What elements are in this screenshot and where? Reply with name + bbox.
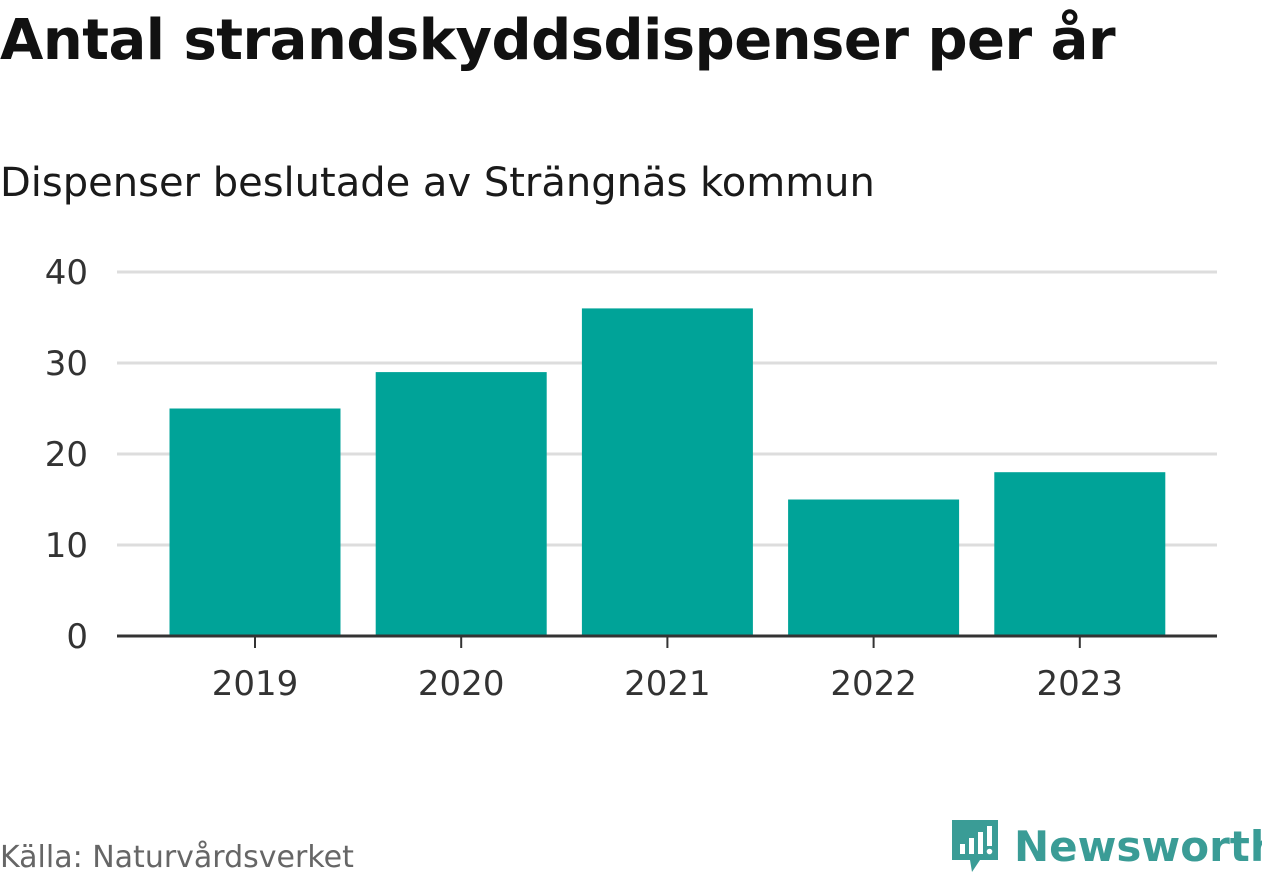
source-note: Källa: Naturvårdsverket: [0, 840, 354, 875]
x-tick-label: 2021: [624, 664, 711, 704]
x-axis-tick-labels: 2019 2020 2021 2022 2023: [212, 664, 1123, 704]
y-tick-label: 20: [45, 435, 88, 475]
y-axis-tick-labels: 0 10 20 30 40: [45, 253, 88, 657]
chart-title: Antal strandskyddsdispenser per år: [0, 8, 1116, 73]
brand-logo: Newsworthy: [950, 818, 1262, 874]
newsworthy-logo-icon: [952, 820, 998, 872]
chart-subtitle: Dispenser beslutade av Strängnäs kommun: [0, 160, 875, 206]
y-tick-label: 0: [66, 617, 88, 657]
x-tick-label: 2023: [1037, 664, 1124, 704]
bar-2021: [581, 308, 753, 636]
bars: [169, 308, 1166, 636]
bar-2019: [169, 408, 341, 636]
y-tick-label: 30: [45, 344, 88, 384]
x-tick-label: 2019: [212, 664, 299, 704]
bar-2023: [994, 472, 1166, 636]
x-axis: [117, 634, 1217, 648]
brand-name: Newsworthy: [1014, 821, 1262, 871]
y-tick-label: 10: [45, 526, 88, 566]
y-tick-label: 40: [45, 253, 88, 293]
bar-2020: [375, 372, 547, 636]
bar-2022: [788, 499, 960, 636]
x-tick-label: 2022: [830, 664, 917, 704]
bar-chart: 0 10 20 30 40 2019 2020 2021 2022 2023: [45, 253, 1217, 704]
x-tick-label: 2020: [418, 664, 505, 704]
